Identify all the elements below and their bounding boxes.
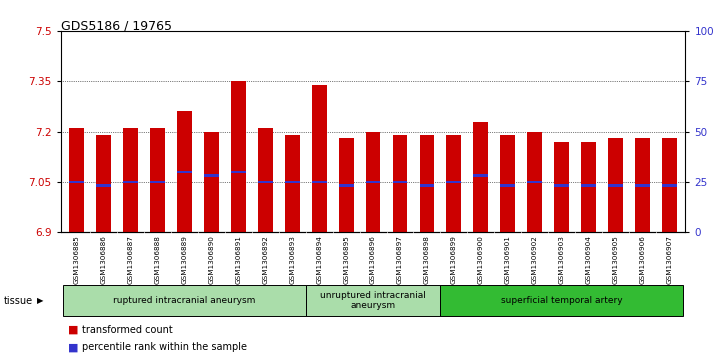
Text: GSM1306888: GSM1306888: [155, 235, 161, 284]
Text: superficial temporal artery: superficial temporal artery: [501, 296, 623, 305]
Bar: [635, 138, 650, 232]
Bar: [501, 135, 515, 232]
Text: transformed count: transformed count: [82, 325, 173, 335]
Bar: [662, 138, 677, 232]
Text: GSM1306907: GSM1306907: [666, 235, 673, 284]
Bar: [393, 135, 408, 232]
Bar: [446, 181, 461, 183]
Bar: [306, 285, 441, 316]
Text: ■: ■: [68, 342, 79, 352]
Bar: [312, 181, 326, 183]
Bar: [177, 171, 192, 173]
Bar: [231, 81, 246, 232]
Text: ruptured intracranial aneurysm: ruptured intracranial aneurysm: [114, 296, 256, 305]
Text: GSM1306886: GSM1306886: [101, 235, 107, 284]
Bar: [96, 184, 111, 187]
Bar: [96, 135, 111, 232]
Bar: [285, 181, 300, 183]
Bar: [473, 122, 488, 232]
Bar: [124, 128, 138, 232]
Bar: [527, 181, 542, 183]
Bar: [635, 184, 650, 187]
Bar: [527, 131, 542, 232]
Text: percentile rank within the sample: percentile rank within the sample: [82, 342, 247, 352]
Text: GSM1306892: GSM1306892: [262, 235, 268, 284]
Text: tissue: tissue: [4, 295, 33, 306]
Bar: [204, 131, 219, 232]
Text: GSM1306891: GSM1306891: [236, 235, 241, 284]
Bar: [393, 181, 408, 183]
Text: GSM1306900: GSM1306900: [478, 235, 484, 284]
Bar: [441, 285, 683, 316]
Bar: [366, 181, 381, 183]
Bar: [338, 184, 353, 187]
Bar: [608, 138, 623, 232]
Text: GSM1306889: GSM1306889: [181, 235, 188, 284]
Bar: [420, 135, 434, 232]
Bar: [608, 184, 623, 187]
Text: GSM1306893: GSM1306893: [289, 235, 296, 284]
Bar: [554, 142, 569, 232]
Bar: [150, 181, 165, 183]
Text: GSM1306887: GSM1306887: [128, 235, 134, 284]
Bar: [204, 174, 219, 176]
Text: GSM1306902: GSM1306902: [532, 235, 538, 284]
Bar: [662, 184, 677, 187]
Bar: [231, 171, 246, 173]
Bar: [581, 142, 596, 232]
Bar: [69, 128, 84, 232]
Text: GSM1306894: GSM1306894: [316, 235, 322, 284]
Text: GSM1306904: GSM1306904: [585, 235, 591, 284]
Bar: [150, 128, 165, 232]
Text: ■: ■: [68, 325, 79, 335]
Bar: [501, 184, 515, 187]
Text: ▶: ▶: [37, 296, 44, 305]
Text: GSM1306898: GSM1306898: [424, 235, 430, 284]
Text: GSM1306901: GSM1306901: [505, 235, 511, 284]
Text: GDS5186 / 19765: GDS5186 / 19765: [61, 20, 171, 33]
Bar: [124, 181, 138, 183]
Text: GSM1306885: GSM1306885: [74, 235, 80, 284]
Bar: [258, 128, 273, 232]
Bar: [420, 184, 434, 187]
Bar: [581, 184, 596, 187]
Bar: [473, 174, 488, 176]
Bar: [312, 85, 326, 232]
Text: GSM1306890: GSM1306890: [208, 235, 214, 284]
Text: GSM1306905: GSM1306905: [613, 235, 618, 284]
Bar: [285, 135, 300, 232]
Bar: [64, 285, 306, 316]
Bar: [446, 135, 461, 232]
Bar: [554, 184, 569, 187]
Text: GSM1306897: GSM1306897: [397, 235, 403, 284]
Bar: [258, 181, 273, 183]
Text: GSM1306896: GSM1306896: [370, 235, 376, 284]
Bar: [338, 138, 353, 232]
Text: unruptured intracranial
aneurysm: unruptured intracranial aneurysm: [320, 291, 426, 310]
Bar: [177, 111, 192, 232]
Bar: [366, 131, 381, 232]
Bar: [69, 181, 84, 183]
Text: GSM1306906: GSM1306906: [639, 235, 645, 284]
Text: GSM1306899: GSM1306899: [451, 235, 457, 284]
Text: GSM1306895: GSM1306895: [343, 235, 349, 284]
Text: GSM1306903: GSM1306903: [558, 235, 565, 284]
